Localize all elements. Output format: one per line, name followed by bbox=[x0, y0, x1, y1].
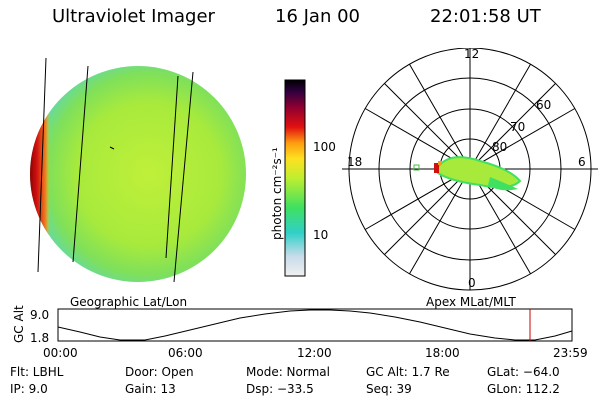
colorbar-tick-100: 100 bbox=[313, 140, 336, 154]
polar-plot bbox=[342, 48, 598, 291]
altitude-curve bbox=[57, 309, 573, 341]
lat-label-70: 70 bbox=[510, 120, 526, 134]
coastline-fragment bbox=[109, 146, 115, 150]
xtick-0600: 06:00 bbox=[168, 346, 203, 360]
colorbar-tick-10: 10 bbox=[313, 228, 329, 242]
altitude-ytick-max: 9.0 bbox=[30, 308, 50, 322]
earth-disk bbox=[30, 66, 246, 282]
dsp-info: Dsp: −33.5 bbox=[246, 382, 314, 396]
auroral-limb-emission bbox=[30, 95, 50, 245]
xtick-2359: 23:59 bbox=[553, 346, 588, 360]
altitude-plot bbox=[57, 308, 573, 342]
altitude-plot-frame bbox=[57, 308, 573, 342]
time-label: 22:01:58 UT bbox=[430, 6, 541, 27]
ip-info: IP: 9.0 bbox=[10, 382, 48, 396]
instrument-title: Ultraviolet Imager bbox=[52, 6, 215, 27]
xtick-1200: 12:00 bbox=[297, 346, 332, 360]
altitude-ytick-min: 1.8 bbox=[30, 331, 50, 345]
xtick-1800: 18:00 bbox=[425, 346, 460, 360]
apex-label: Apex MLat/MLT bbox=[426, 295, 516, 309]
geographic-grid bbox=[37, 57, 194, 283]
mlt-label-18: 18 bbox=[347, 155, 363, 169]
date-label: 16 Jan 00 bbox=[275, 6, 360, 27]
glon-info: GLon: 112.2 bbox=[487, 382, 560, 396]
door-info: Door: Open bbox=[125, 365, 194, 379]
mlt-label-6: 6 bbox=[578, 155, 586, 169]
lat-label-80: 80 bbox=[492, 140, 508, 154]
geographic-label: Geographic Lat/Lon bbox=[70, 295, 188, 309]
colorbar bbox=[284, 79, 306, 277]
xtick-0000: 00:00 bbox=[43, 346, 78, 360]
gain-info: Gain: 13 bbox=[125, 382, 176, 396]
mlt-label-0: 0 bbox=[468, 276, 476, 290]
gc-alt-info: GC Alt: 1.7 Re bbox=[366, 365, 450, 379]
altitude-ylabel: GC Alt bbox=[12, 305, 26, 343]
mode-info: Mode: Normal bbox=[246, 365, 330, 379]
lat-label-60: 60 bbox=[536, 98, 552, 112]
mlt-label-12: 12 bbox=[464, 47, 480, 61]
colorbar-unit-label: photon cm⁻²s⁻¹ bbox=[270, 147, 284, 240]
seq-info: Seq: 39 bbox=[366, 382, 412, 396]
glat-info: GLat: −64.0 bbox=[487, 365, 560, 379]
auroral-oval bbox=[413, 156, 522, 191]
filter-info: Flt: LBHL bbox=[10, 365, 64, 379]
